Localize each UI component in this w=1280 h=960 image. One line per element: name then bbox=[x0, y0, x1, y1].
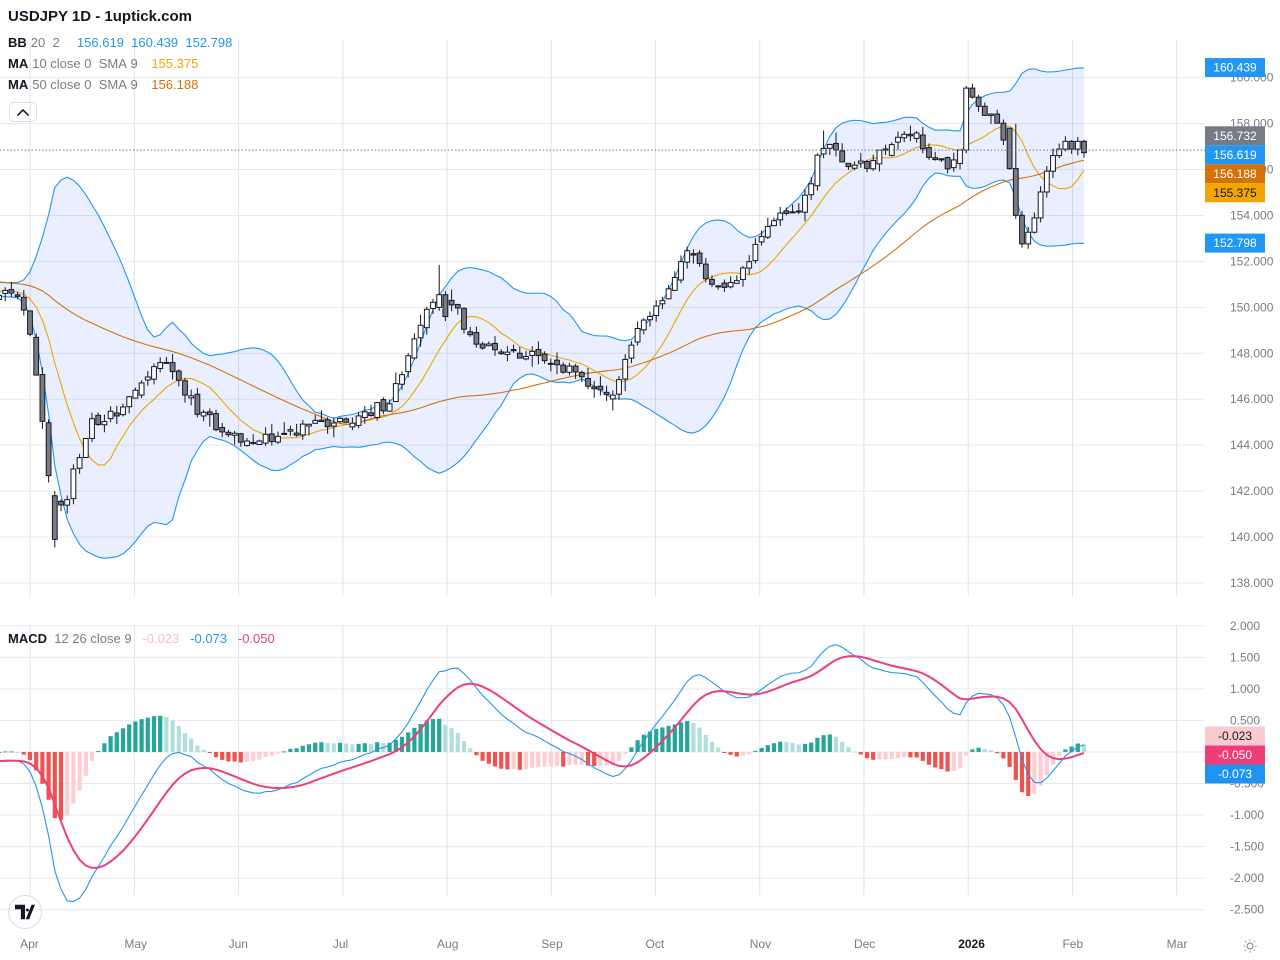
svg-text:1.500: 1.500 bbox=[1230, 650, 1260, 664]
svg-text:140.000: 140.000 bbox=[1230, 530, 1274, 544]
svg-text:Oct: Oct bbox=[646, 937, 665, 951]
svg-text:156.188: 156.188 bbox=[1213, 167, 1257, 181]
svg-text:144.000: 144.000 bbox=[1230, 438, 1274, 452]
svg-text:-2.500: -2.500 bbox=[1230, 903, 1264, 917]
svg-text:152.000: 152.000 bbox=[1230, 254, 1274, 268]
svg-text:155.375: 155.375 bbox=[1213, 186, 1257, 200]
svg-text:138.000: 138.000 bbox=[1230, 576, 1274, 590]
svg-text:Aug: Aug bbox=[437, 937, 458, 951]
svg-text:Sep: Sep bbox=[541, 937, 563, 951]
svg-text:150.000: 150.000 bbox=[1230, 300, 1274, 314]
svg-text:-1.500: -1.500 bbox=[1230, 840, 1264, 854]
svg-text:142.000: 142.000 bbox=[1230, 484, 1274, 498]
svg-text:154.000: 154.000 bbox=[1230, 208, 1274, 222]
svg-text:0.500: 0.500 bbox=[1230, 713, 1260, 727]
svg-text:152.798: 152.798 bbox=[1213, 236, 1257, 250]
svg-text:Jul: Jul bbox=[333, 937, 348, 951]
svg-text:2026: 2026 bbox=[958, 937, 985, 951]
svg-text:Feb: Feb bbox=[1062, 937, 1083, 951]
svg-text:Dec: Dec bbox=[854, 937, 875, 951]
svg-text:-2.000: -2.000 bbox=[1230, 871, 1264, 885]
svg-text:-0.073: -0.073 bbox=[1218, 767, 1252, 781]
svg-text:160.439: 160.439 bbox=[1213, 61, 1257, 75]
svg-text:146.000: 146.000 bbox=[1230, 392, 1274, 406]
svg-text:-0.050: -0.050 bbox=[1218, 748, 1252, 762]
svg-text:May: May bbox=[124, 937, 147, 951]
svg-text:Nov: Nov bbox=[750, 937, 771, 951]
svg-text:-0.023: -0.023 bbox=[1218, 729, 1252, 743]
svg-text:Jun: Jun bbox=[229, 937, 248, 951]
svg-text:2.000: 2.000 bbox=[1230, 619, 1260, 633]
svg-text:1.000: 1.000 bbox=[1230, 682, 1260, 696]
svg-text:Mar: Mar bbox=[1167, 937, 1188, 951]
svg-text:Apr: Apr bbox=[20, 937, 39, 951]
svg-text:156.732: 156.732 bbox=[1213, 129, 1257, 143]
svg-text:156.619: 156.619 bbox=[1213, 148, 1257, 162]
svg-text:-1.000: -1.000 bbox=[1230, 808, 1264, 822]
svg-text:148.000: 148.000 bbox=[1230, 346, 1274, 360]
